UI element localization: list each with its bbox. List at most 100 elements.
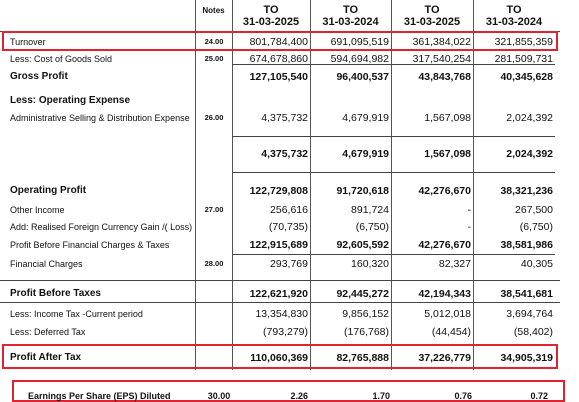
table-row: Profit Before Taxes 122,621,920 92,445,272… xyxy=(0,286,579,302)
eps-row: Earnings Per Share (EPS) Diluted 30.00 2… xyxy=(14,384,569,401)
table-row: Administrative Selling & Distribution Ex… xyxy=(0,110,579,126)
eps-value: 0.76 xyxy=(454,391,472,401)
eps-label: Earnings Per Share (EPS) Diluted xyxy=(28,391,171,401)
period-date: 31-03-2024 xyxy=(485,16,543,28)
row-note xyxy=(196,324,232,340)
table-row: Less: Income Tax -Current period 13,354,8… xyxy=(0,306,579,322)
row-value: 801,784,400 xyxy=(249,36,308,48)
row-label: Less: Operating Expense xyxy=(10,95,131,106)
table-row: Less: Deferred Tax (793,279) (176,768) (44,… xyxy=(0,324,579,340)
row-value: 594,694,982 xyxy=(330,53,389,65)
row-label: Less: Cost of Goods Sold xyxy=(10,54,113,64)
row-value: (44,454) xyxy=(431,326,471,338)
row-value: 160,320 xyxy=(351,258,389,270)
row-value: 3,694,764 xyxy=(506,308,553,320)
rule xyxy=(232,254,555,255)
row-note: 24.00 xyxy=(204,37,224,46)
row-note: 25.00 xyxy=(204,54,224,63)
row-label: Profit Before Taxes xyxy=(10,288,101,299)
eps-value: 1.70 xyxy=(372,391,390,401)
row-value: 42,276,670 xyxy=(418,239,471,251)
row-label: Administrative Selling & Distribution Ex… xyxy=(10,113,190,123)
row-label: Gross Profit xyxy=(10,71,68,82)
eps-note: 30.00 xyxy=(207,391,231,401)
turnover-highlight xyxy=(2,31,558,51)
row-value: 122,729,808 xyxy=(249,185,308,197)
row-value: 5,012,018 xyxy=(424,308,471,320)
row-value: 13,354,830 xyxy=(255,308,308,320)
row-value xyxy=(234,93,308,109)
row-value: 674,678,860 xyxy=(249,53,308,65)
row-value: 37,226,779 xyxy=(418,352,471,364)
row-value: (6,750) xyxy=(519,221,553,233)
row-value: 1,567,098 xyxy=(424,112,471,124)
row-value: 2,024,392 xyxy=(506,112,553,124)
row-label: Operating Profit xyxy=(10,185,87,196)
row-value: 281,509,731 xyxy=(494,53,553,65)
row-label: Profit Before Financial Charges & Taxes xyxy=(10,240,170,250)
rule xyxy=(232,172,555,173)
row-value: 317,540,254 xyxy=(412,53,471,65)
table-row: Profit After Tax 110,060,369 82,765,888 37,… xyxy=(0,350,579,366)
row-value: 9,856,152 xyxy=(342,308,389,320)
row-value: 38,321,236 xyxy=(500,185,553,197)
row-note: 26.00 xyxy=(204,113,224,122)
table-row: Less: Cost of Goods Sold 25.00 674,678,860… xyxy=(0,51,579,67)
row-value: 110,060,369 xyxy=(250,352,308,364)
row-value: 4,679,919 xyxy=(342,148,389,160)
row-value: 43,843,768 xyxy=(418,71,471,83)
row-value: 82,327 xyxy=(438,258,471,270)
column-divider xyxy=(391,0,392,370)
row-note: 27.00 xyxy=(204,205,224,214)
row-value: 91,720,618 xyxy=(336,185,389,197)
table-row: Gross Profit 127,105,540 96,400,537 43,843,… xyxy=(0,69,579,85)
row-note xyxy=(196,219,232,235)
row-value: 42,276,670 xyxy=(418,185,471,197)
column-divider xyxy=(232,0,233,370)
rule xyxy=(0,302,560,303)
column-divider xyxy=(473,0,474,370)
row-value: (176,768) xyxy=(344,326,389,338)
notes-header: Notes xyxy=(202,6,225,15)
period-date: 31-03-2025 xyxy=(242,16,300,28)
row-value: 4,679,919 xyxy=(342,112,389,124)
row-value: 2,024,392 xyxy=(506,148,553,160)
row-value: 293,769 xyxy=(270,258,308,270)
period-date: 31-03-2025 xyxy=(403,16,461,28)
row-value xyxy=(393,93,471,109)
row-label: Add: Realised Foreign Currency Gain /( L… xyxy=(10,222,193,232)
row-value: 40,345,628 xyxy=(500,71,553,83)
row-value: 122,621,920 xyxy=(249,288,308,300)
row-value: 40,305 xyxy=(520,258,553,270)
row-note: 28.00 xyxy=(204,259,224,268)
row-value: 38,541,681 xyxy=(500,288,553,300)
row-value: 891,724 xyxy=(351,204,389,216)
table-row: Add: Realised Foreign Currency Gain /( L… xyxy=(0,219,579,235)
to-label: TO xyxy=(342,4,359,16)
table-row: Other Income 27.00 256,616 891,724 - 267,500 xyxy=(0,202,579,218)
eps-value: 2.26 xyxy=(290,391,308,401)
row-value: 4,375,732 xyxy=(261,148,308,160)
table-row: Financial Charges 28.00 293,769 160,320 82,3… xyxy=(0,256,579,272)
row-label: Less: Deferred Tax xyxy=(10,327,86,337)
row-value xyxy=(312,93,389,109)
to-label: TO xyxy=(506,4,522,16)
row-value: (6,750) xyxy=(355,221,389,233)
row-note xyxy=(196,237,232,253)
column-divider xyxy=(310,0,311,370)
column-divider xyxy=(195,0,196,370)
row-value: - xyxy=(467,221,472,233)
row-note xyxy=(196,93,232,109)
row-value: 82,765,888 xyxy=(336,352,389,364)
table-row: Operating Profit 122,729,808 91,720,618 42,… xyxy=(0,183,579,199)
row-label: Financial Charges xyxy=(10,259,83,269)
table-row: Turnover 24.00 801,784,400 691,095,519 361,3… xyxy=(0,34,579,50)
row-value: (70,735) xyxy=(268,221,308,233)
row-value xyxy=(475,93,553,109)
rule xyxy=(232,64,555,65)
row-label: Less: Income Tax -Current period xyxy=(10,309,143,319)
row-value: 34,905,319 xyxy=(500,352,553,364)
row-label: Turnover xyxy=(10,37,46,47)
table-row: Less: Operating Expense xyxy=(0,93,579,109)
